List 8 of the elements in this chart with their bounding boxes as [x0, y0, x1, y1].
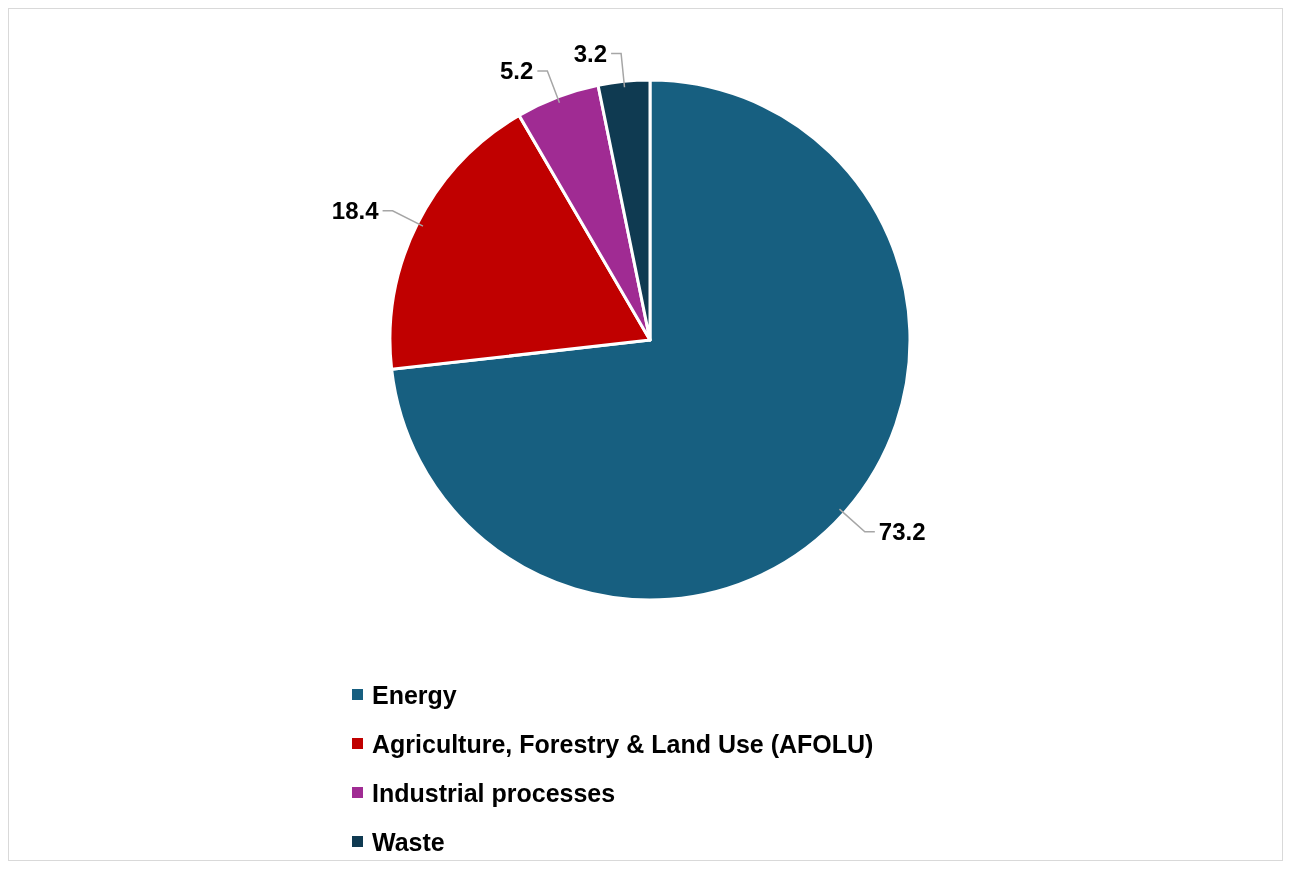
legend-label: Industrial processes [372, 778, 616, 807]
legend-label: Agriculture, Forestry & Land Use (AFOLU) [372, 729, 874, 758]
data-label: 73.2 [878, 518, 926, 546]
legend-label: Energy [372, 680, 457, 709]
legend-label: Waste [372, 827, 445, 856]
data-label: 3.2 [573, 39, 608, 67]
data-label: 5.2 [499, 57, 534, 85]
data-label: 18.4 [331, 197, 380, 225]
